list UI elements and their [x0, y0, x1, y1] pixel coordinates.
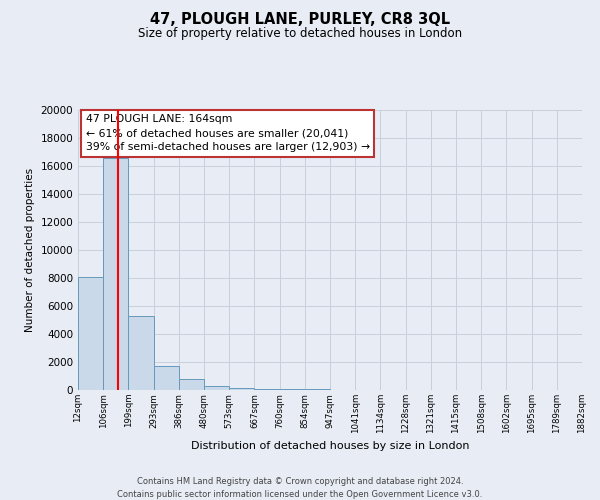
Bar — [154, 366, 179, 390]
Bar — [128, 316, 154, 390]
Bar — [179, 379, 204, 390]
Bar — [78, 276, 103, 390]
Text: 47, PLOUGH LANE, PURLEY, CR8 3QL: 47, PLOUGH LANE, PURLEY, CR8 3QL — [150, 12, 450, 28]
Text: 47 PLOUGH LANE: 164sqm
← 61% of detached houses are smaller (20,041)
39% of semi: 47 PLOUGH LANE: 164sqm ← 61% of detached… — [86, 114, 370, 152]
Bar — [305, 389, 330, 390]
Bar — [280, 389, 305, 390]
Bar — [229, 388, 254, 390]
Y-axis label: Number of detached properties: Number of detached properties — [25, 168, 35, 332]
Bar — [204, 386, 229, 390]
Text: Size of property relative to detached houses in London: Size of property relative to detached ho… — [138, 28, 462, 40]
X-axis label: Distribution of detached houses by size in London: Distribution of detached houses by size … — [191, 442, 469, 452]
Text: Contains HM Land Registry data © Crown copyright and database right 2024.: Contains HM Land Registry data © Crown c… — [137, 478, 463, 486]
Bar — [103, 158, 128, 390]
Text: Contains public sector information licensed under the Open Government Licence v3: Contains public sector information licen… — [118, 490, 482, 499]
Bar — [254, 388, 280, 390]
